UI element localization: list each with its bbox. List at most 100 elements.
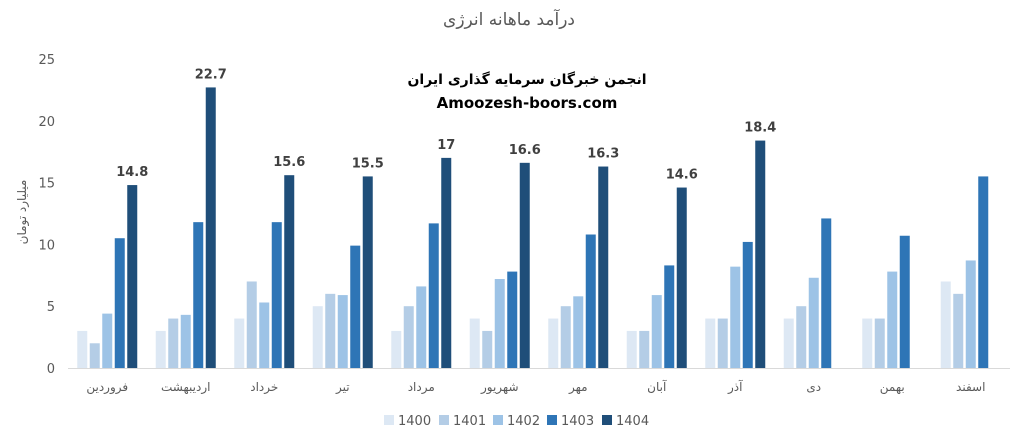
bars-group	[77, 87, 989, 368]
bar-1402-3	[259, 302, 270, 368]
bar-1400-7	[548, 318, 559, 368]
bar-1404-1	[127, 185, 138, 368]
bar-1402-10	[808, 277, 819, 368]
x-tick-label: آبان	[647, 379, 667, 394]
legend-swatch-1402	[493, 415, 503, 425]
bar-1401-9	[717, 318, 728, 368]
bar-1402-1	[102, 313, 113, 368]
bar-1400-10	[783, 318, 794, 368]
bar-1403-6	[507, 271, 518, 368]
bar-1401-2	[168, 318, 179, 368]
y-tick-label: 25	[38, 53, 55, 68]
bar-1403-11	[899, 235, 910, 368]
data-label: 17	[437, 138, 455, 153]
bar-1403-12	[978, 176, 989, 368]
legend-label: 1400	[398, 414, 431, 429]
legend: 1400 1401 1402 1403 1404	[384, 414, 649, 429]
bar-1400-2	[155, 330, 166, 368]
x-tick-label: فروردین	[86, 380, 128, 395]
data-label: 18.4	[744, 121, 776, 136]
y-tick-label: 20	[38, 115, 55, 130]
bar-1400-8	[626, 330, 637, 368]
watermark-line-1: انجمن خبرگان سرمایه گذاری ایران	[407, 71, 646, 88]
y-tick-label: 15	[38, 177, 55, 192]
bar-1401-10	[796, 306, 807, 368]
data-label: 14.8	[116, 165, 148, 180]
data-label: 22.7	[195, 67, 227, 82]
bar-1403-1	[114, 238, 125, 368]
bar-1400-1	[77, 330, 88, 368]
bar-1404-4	[362, 176, 373, 368]
data-label: 14.6	[666, 168, 698, 183]
legend-label: 1402	[507, 414, 540, 429]
legend-swatch-1401	[439, 415, 449, 425]
bar-1404-3	[284, 175, 295, 368]
bar-1402-11	[887, 271, 898, 368]
bar-1403-4	[350, 245, 361, 368]
bar-1401-4	[325, 293, 336, 368]
bar-1403-3	[271, 222, 282, 368]
bar-1402-9	[730, 266, 741, 368]
x-axis-labels: فروردین اردیبهشت خرداد تیر مرداد شهریور مهر آبا…	[86, 379, 985, 395]
x-tick-label: بهمن	[880, 380, 905, 395]
data-label: 15.5	[352, 156, 384, 171]
bar-1403-9	[742, 241, 753, 368]
y-tick-label: 0	[47, 362, 55, 377]
x-tick-label: آذر	[727, 379, 743, 395]
bar-1404-2	[205, 87, 216, 368]
bar-1400-12	[940, 281, 951, 368]
x-tick-label: تیر	[335, 380, 350, 395]
bar-1400-9	[705, 318, 716, 368]
bar-1402-4	[337, 295, 348, 368]
x-tick-label: دی	[806, 380, 821, 394]
y-tick-label: 10	[38, 238, 55, 253]
bar-1400-6	[469, 318, 480, 368]
data-label: 16.3	[587, 147, 619, 162]
x-tick-label: خرداد	[250, 380, 278, 395]
bar-1401-12	[953, 293, 964, 368]
legend-label: 1403	[561, 414, 594, 429]
bar-1403-2	[193, 222, 204, 368]
data-label: 16.6	[509, 143, 541, 158]
bar-1403-5	[428, 223, 439, 368]
legend-label: 1404	[616, 414, 649, 429]
bar-1401-5	[403, 306, 414, 368]
bar-1400-11	[862, 318, 873, 368]
chart-title: درآمد ماهانه انرژی	[443, 8, 575, 30]
bar-1404-9	[755, 140, 766, 368]
bar-1403-7	[585, 234, 596, 368]
bar-1401-11	[874, 318, 885, 368]
bar-1402-5	[416, 286, 427, 368]
bar-1402-12	[965, 260, 976, 368]
legend-swatch-1403	[547, 415, 557, 425]
bar-1401-7	[560, 306, 571, 368]
x-tick-label: شهریور	[480, 380, 519, 395]
legend-swatch-1400	[384, 415, 394, 425]
bar-1402-6	[494, 279, 505, 368]
bar-1403-8	[664, 265, 675, 368]
legend-swatch-1404	[602, 415, 612, 425]
legend-label: 1401	[453, 414, 486, 429]
x-tick-label: مرداد	[408, 380, 435, 395]
watermark-line-2: Amoozesh-boors.com	[437, 94, 618, 112]
bar-1401-8	[639, 330, 650, 368]
bar-1400-4	[312, 306, 323, 368]
bar-1403-10	[821, 218, 832, 368]
bar-1400-3	[234, 318, 245, 368]
bar-1404-5	[441, 157, 452, 368]
bar-1402-7	[573, 296, 584, 368]
bar-1401-3	[246, 281, 257, 368]
bar-1401-1	[89, 343, 100, 368]
x-tick-label: مهر	[568, 380, 588, 395]
bar-1400-5	[391, 330, 402, 368]
bar-1404-8	[676, 187, 687, 368]
x-tick-label: اردیبهشت	[161, 380, 210, 395]
y-axis-label: میلیارد تومان	[15, 180, 30, 245]
bar-1404-7	[598, 166, 609, 368]
bar-1402-8	[651, 295, 662, 368]
data-labels-group: 14.8 22.7 15.6 15.5 17 16.6 16.3 14.6 18.4	[116, 67, 776, 182]
bar-1401-6	[482, 330, 493, 368]
bar-1404-6	[519, 162, 530, 368]
